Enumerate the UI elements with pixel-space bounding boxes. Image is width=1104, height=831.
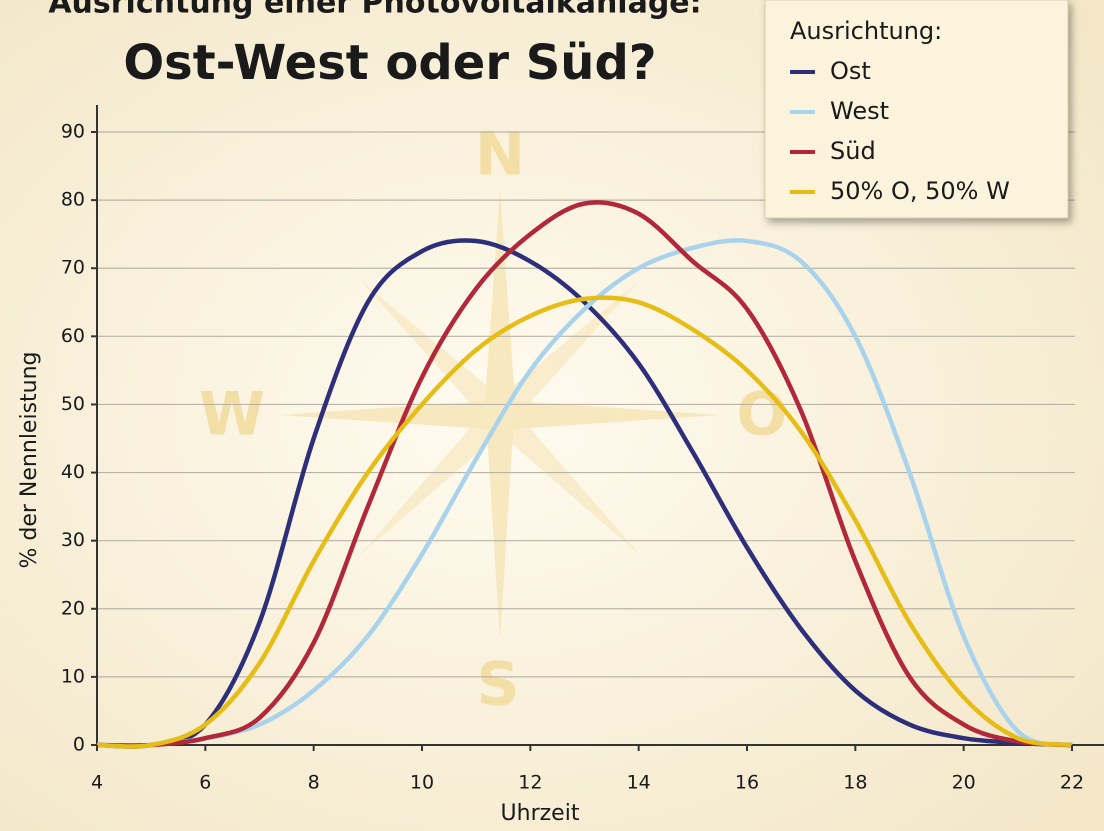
compass-letter: O: [736, 380, 787, 450]
line-series: [96, 295, 1073, 749]
x-tick-label: 16: [735, 772, 759, 794]
compass-letter: W: [199, 380, 265, 450]
y-tick-label: 50: [61, 393, 85, 415]
x-tick-label: 10: [410, 772, 434, 794]
legend-box: [764, 0, 1069, 219]
x-tick-label: 8: [308, 772, 320, 794]
chart-title: Ausrichtung einer Photovoltaikanlage:: [48, 0, 701, 21]
y-tick-label: 90: [61, 121, 85, 143]
y-tick-label: 0: [73, 734, 85, 756]
y-tick-label: 20: [61, 597, 85, 619]
legend-title: Ausrichtung:: [790, 17, 942, 45]
chart-subtitle: Ost-West oder Süd?: [123, 35, 656, 91]
x-tick-label: 18: [843, 772, 867, 794]
y-tick-label: 10: [61, 665, 85, 687]
line-series: [96, 200, 1073, 748]
y-tick-label: 80: [61, 189, 85, 211]
legend-label: Ost: [830, 57, 871, 85]
x-axis-label: Uhrzeit: [501, 801, 580, 826]
x-tick-label: 12: [518, 772, 542, 794]
y-tick-label: 30: [61, 529, 85, 551]
compass-letter: N: [475, 120, 525, 190]
y-tick-label: 60: [61, 325, 85, 347]
x-tick-label: 6: [199, 772, 211, 794]
x-tick-label: 14: [627, 772, 651, 794]
x-tick-label: 20: [952, 772, 976, 794]
plot-lines: [96, 200, 1073, 749]
legend-label: West: [830, 97, 889, 125]
y-tick-label: 40: [61, 461, 85, 483]
legend-label: 50% O, 50% W: [830, 177, 1010, 205]
x-tick-label: 4: [91, 772, 103, 794]
y-axis-label: % der Nennleistung: [17, 351, 42, 568]
line-series: [96, 238, 1073, 748]
line-series: [96, 238, 1073, 749]
compass-letter: S: [476, 650, 519, 720]
legend-label: Süd: [830, 137, 876, 165]
legend: Ausrichtung: Ost West Süd 50% O, 50% W: [764, 0, 1069, 219]
y-tick-label: 70: [61, 257, 85, 279]
x-tick-label: 22: [1060, 772, 1084, 794]
